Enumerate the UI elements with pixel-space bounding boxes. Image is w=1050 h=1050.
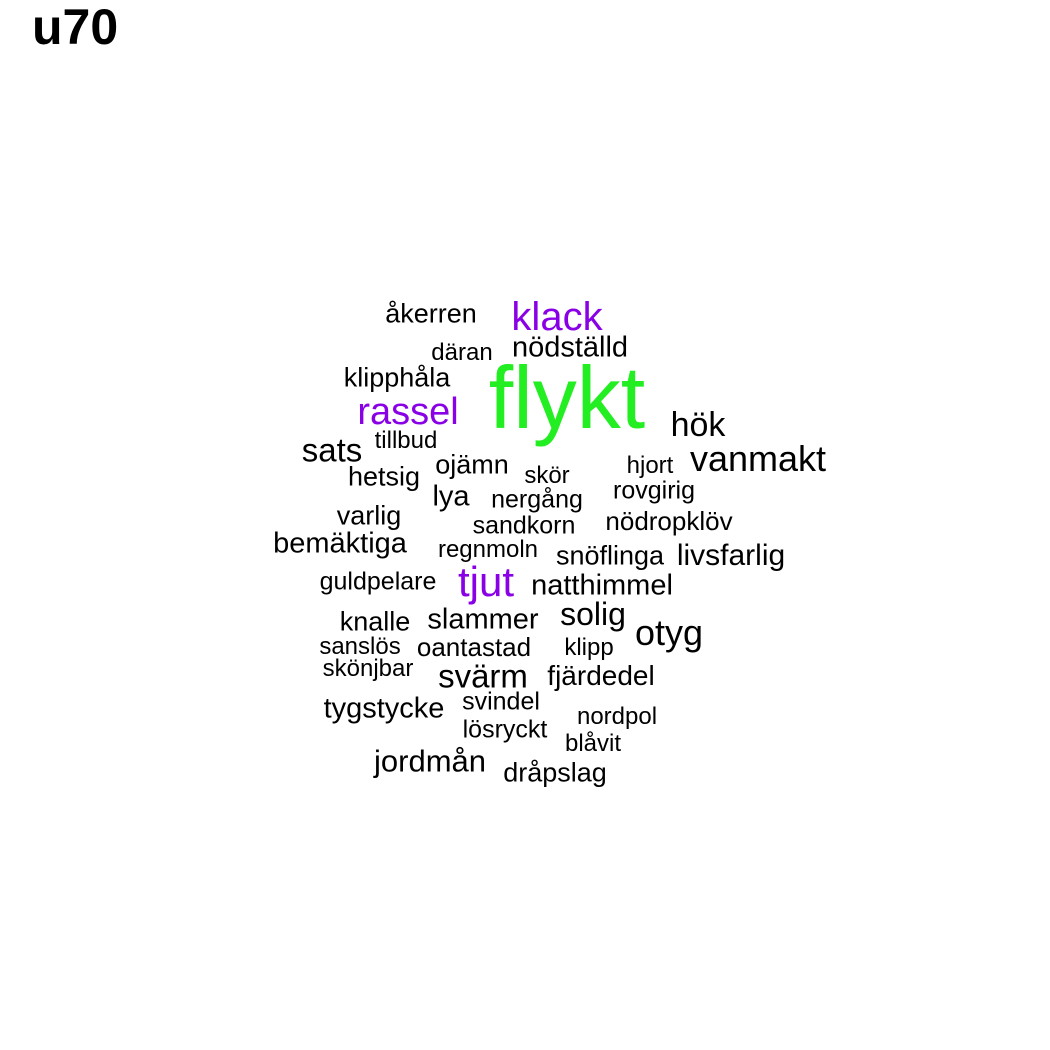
cloud-word: vanmakt — [689, 438, 827, 479]
cloud-word: svärm — [438, 657, 528, 695]
cloud-word: tillbud — [374, 427, 438, 454]
cloud-word: solig — [560, 596, 626, 632]
cloud-word: knalle — [339, 606, 411, 637]
cloud-word: livsfarlig — [676, 539, 786, 572]
cloud-word: nergång — [491, 485, 583, 514]
cloud-word: otyg — [634, 612, 704, 653]
cloud-word: klipphåla — [343, 362, 451, 393]
cloud-word: guldpelare — [319, 567, 437, 596]
cloud-word: nödropklöv — [605, 506, 733, 536]
cloud-word: hök — [670, 406, 726, 444]
cloud-word: rassel — [357, 391, 459, 433]
cloud-word: slammer — [427, 603, 539, 636]
cloud-word: hjort — [626, 452, 674, 479]
cloud-word: klipp — [564, 634, 614, 661]
cloud-word: sandkorn — [472, 511, 576, 540]
cloud-word: skör — [524, 462, 570, 489]
cloud-word: tygstycke — [323, 692, 445, 725]
page-title: u70 — [32, 0, 119, 55]
cloud-word: oantastad — [416, 632, 532, 662]
cloud-word: tjut — [457, 558, 515, 605]
cloud-word: lya — [432, 480, 470, 513]
cloud-word: ojämn — [435, 449, 509, 480]
cloud-word: åkerren — [385, 298, 477, 329]
cloud-word: däran — [431, 339, 493, 366]
cloud-word: bemäktiga — [273, 527, 407, 560]
cloud-word: sanslös — [319, 633, 401, 660]
cloud-word: svindel — [462, 687, 540, 716]
cloud-word: jordmån — [374, 743, 486, 779]
cloud-word: rovgirig — [613, 476, 695, 505]
cloud-word: hetsig — [347, 461, 421, 492]
cloud-word: nordpol — [576, 703, 658, 730]
cloud-word: flykt — [488, 348, 646, 447]
cloud-word: skönjbar — [322, 655, 414, 682]
cloud-word: regnmoln — [437, 536, 539, 563]
cloud-word: sats — [301, 431, 363, 469]
cloud-word: natthimmel — [531, 569, 673, 602]
cloud-word: nödställd — [511, 331, 629, 364]
cloud-word: varlig — [336, 500, 402, 531]
cloud-word: dråpslag — [503, 757, 607, 788]
cloud-word: snöflinga — [555, 540, 665, 571]
cloud-word: blåvit — [564, 730, 622, 757]
cloud-word: klack — [511, 295, 603, 339]
cloud-word: lösryckt — [462, 715, 548, 744]
cloud-word: fjärdedel — [547, 660, 655, 691]
